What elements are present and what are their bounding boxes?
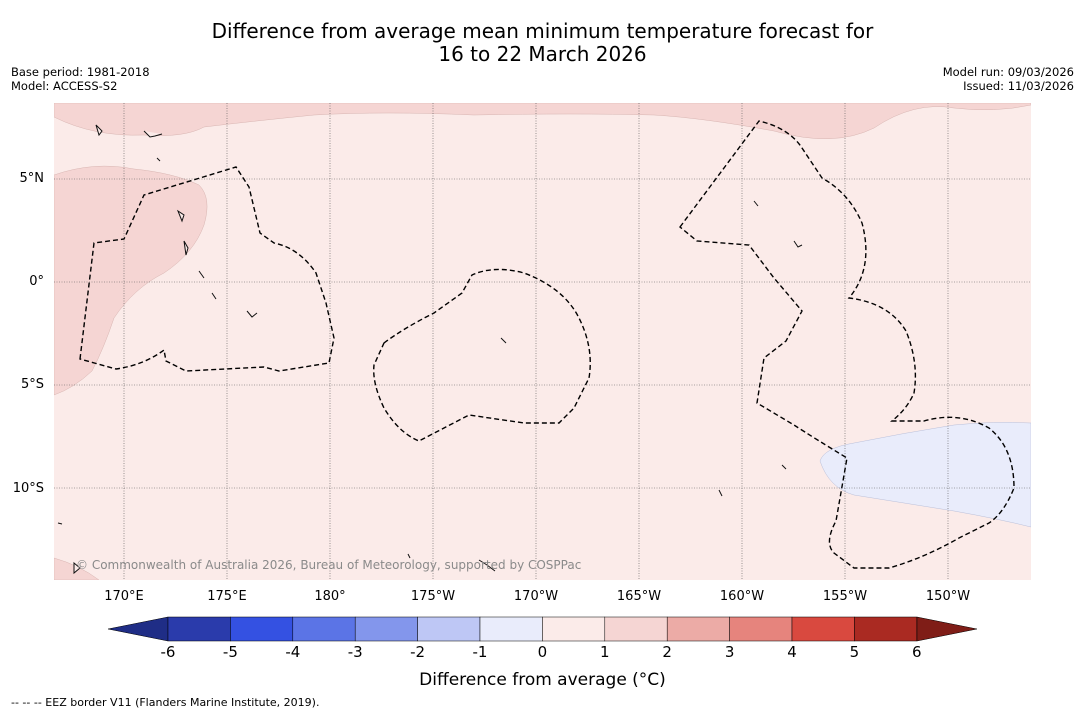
eez-legend-note: -- -- -- EEZ border V11 (Flanders Marine…: [11, 696, 320, 709]
islands: [57, 124, 803, 575]
eez-west: [79, 166, 335, 372]
map-svg: [54, 103, 1031, 580]
colorbar-tick-label: -2: [410, 643, 426, 661]
base-period: Base period: 1981-2018: [11, 65, 150, 79]
lon-label-170w: 170°W: [513, 589, 559, 604]
lat-label-10s: 10°S: [12, 481, 44, 496]
lon-label-165w: 165°W: [616, 589, 662, 604]
anomaly-region-1-2-north: [54, 103, 1031, 140]
colorbar-tick-label: 6: [912, 643, 922, 661]
meta-right: Model run: 09/03/2026 Issued: 11/03/2026: [943, 65, 1074, 93]
lon-label-170e: 170°E: [104, 589, 144, 604]
colorbar-tick-label: 1: [600, 643, 610, 661]
map-panel: [54, 103, 1031, 580]
colorbar-tick-label: 5: [849, 643, 860, 661]
colorbar-cell: [167, 616, 231, 642]
colorbar: [108, 616, 978, 642]
colorbar-cell: [230, 616, 294, 642]
colorbar-cell: [854, 616, 918, 642]
colorbar-cell: [354, 616, 418, 642]
colorbar-cell: [292, 616, 356, 642]
colorbar-tick-label: -4: [285, 643, 301, 661]
lat-label-5s: 5°S: [20, 377, 44, 392]
anomaly-region-1-2-west: [54, 165, 208, 396]
colorbar-tick-label: -3: [347, 643, 363, 661]
colorbar-cell: [417, 616, 481, 642]
eez-east: [679, 120, 1015, 569]
colorbar-under-triangle: [108, 616, 169, 642]
colorbar-cell: [604, 616, 668, 642]
meta-left: Base period: 1981-2018 Model: ACCESS-S2: [11, 65, 150, 93]
colorbar-tick-label: 0: [537, 643, 548, 661]
copyright-text: © Commonwealth of Australia 2026, Bureau…: [76, 558, 582, 572]
colorbar-cell: [479, 616, 543, 642]
lon-label-175w: 175°W: [410, 589, 456, 604]
chart-title: Difference from average mean minimum tem…: [0, 20, 1085, 66]
eez-borders: [79, 120, 1015, 569]
lon-label-180: 180°: [314, 589, 346, 604]
colorbar-cell: [666, 616, 730, 642]
model-run: Model run: 09/03/2026: [942, 65, 1074, 79]
colorbar-cell: [791, 616, 855, 642]
colorbar-cell: [729, 616, 793, 642]
colorbar-over-triangle: [916, 616, 978, 642]
colorbar-tick-label: 4: [787, 643, 797, 661]
title-line-2: 16 to 22 March 2026: [438, 42, 647, 66]
colorbar-tick-label: -1: [472, 643, 488, 661]
model-name: Model: ACCESS-S2: [11, 79, 118, 93]
lon-label-175e: 175°E: [207, 589, 247, 604]
lon-label-160w: 160°W: [719, 589, 765, 604]
lat-label-5n: 5°N: [19, 171, 45, 186]
title-line-1: Difference from average mean minimum tem…: [211, 19, 874, 43]
colorbar-tick-label: 2: [662, 643, 672, 661]
lon-label-155w: 155°W: [822, 589, 868, 604]
eez-center: [373, 268, 591, 442]
anomaly-region-neg-east: [819, 422, 1031, 528]
colorbar-cell: [542, 616, 606, 642]
colorbar-tick-label: -6: [160, 643, 176, 661]
anomaly-region-0-1: [54, 103, 1031, 580]
lon-label-150w: 150°W: [925, 589, 971, 604]
colorbar-tick-label: -5: [222, 643, 238, 661]
colorbar-tick-label: 3: [724, 643, 735, 661]
lat-label-0: 0°: [29, 274, 44, 289]
colorbar-label: Difference from average (°C): [419, 670, 666, 690]
issued-date: Issued: 11/03/2026: [963, 79, 1074, 93]
